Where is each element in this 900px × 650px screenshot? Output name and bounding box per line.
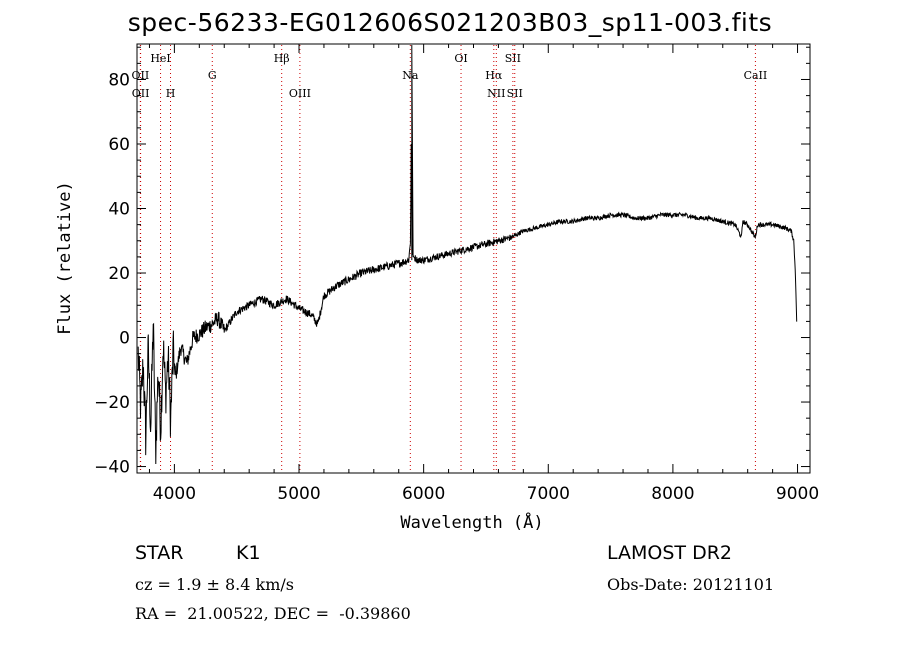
- redshift-cz: cz = 1.9 ± 8.4 km/s: [135, 575, 294, 594]
- x-tick-label: 7000: [527, 484, 570, 504]
- y-axis-label: Flux (relative): [55, 181, 75, 335]
- y-tick-label: 80: [108, 70, 130, 90]
- y-tick-label: 60: [108, 135, 130, 155]
- y-tick-label: 0: [119, 329, 130, 349]
- ra-dec: RA = 21.00522, DEC = -0.39860: [135, 604, 411, 623]
- plot-frame: [136, 43, 811, 474]
- line-marker-label: Na: [402, 69, 419, 82]
- line-marker-label: SII: [505, 52, 521, 65]
- line-marker-label: Hβ: [274, 52, 290, 65]
- y-tick-label: −40: [94, 458, 130, 478]
- obs-date: Obs-Date: 20121101: [607, 575, 775, 594]
- y-tick-label: 40: [108, 200, 130, 220]
- line-marker-label: Hα: [485, 69, 503, 82]
- line-marker-label: HeI: [150, 52, 170, 65]
- x-tick-label: 4000: [153, 484, 196, 504]
- y-tick-label: 20: [108, 264, 130, 284]
- line-marker-label: OII: [132, 69, 150, 82]
- line-marker-label: G: [208, 69, 217, 82]
- x-tick-label: 6000: [402, 484, 445, 504]
- axis-ticks: 4000 5000 6000 7000 8000 9000 −40 −20 0 20 40 60 80: [94, 44, 819, 504]
- line-marker-label: NII: [487, 87, 505, 100]
- line-marker-label: OI: [454, 52, 467, 65]
- survey-name: LAMOST DR2: [607, 542, 732, 564]
- line-marker-label: CaII: [744, 69, 768, 82]
- x-tick-label: 9000: [776, 484, 819, 504]
- line-marker-label: H: [166, 87, 176, 100]
- x-tick-label: 8000: [651, 484, 694, 504]
- object-subclass: K1: [236, 542, 261, 564]
- spectrum-line: [137, 44, 798, 465]
- x-axis-label: Wavelength (Å): [400, 511, 543, 533]
- chart-title: spec-56233-EG012606S021203B03_sp11-003.f…: [127, 8, 773, 37]
- line-marker-label: OIII: [289, 87, 311, 100]
- object-class: STAR: [135, 542, 184, 564]
- line-marker-label: OII: [132, 87, 150, 100]
- x-tick-label: 5000: [277, 484, 320, 504]
- y-tick-label: −20: [94, 393, 130, 413]
- line-marker-label: SII: [507, 87, 523, 100]
